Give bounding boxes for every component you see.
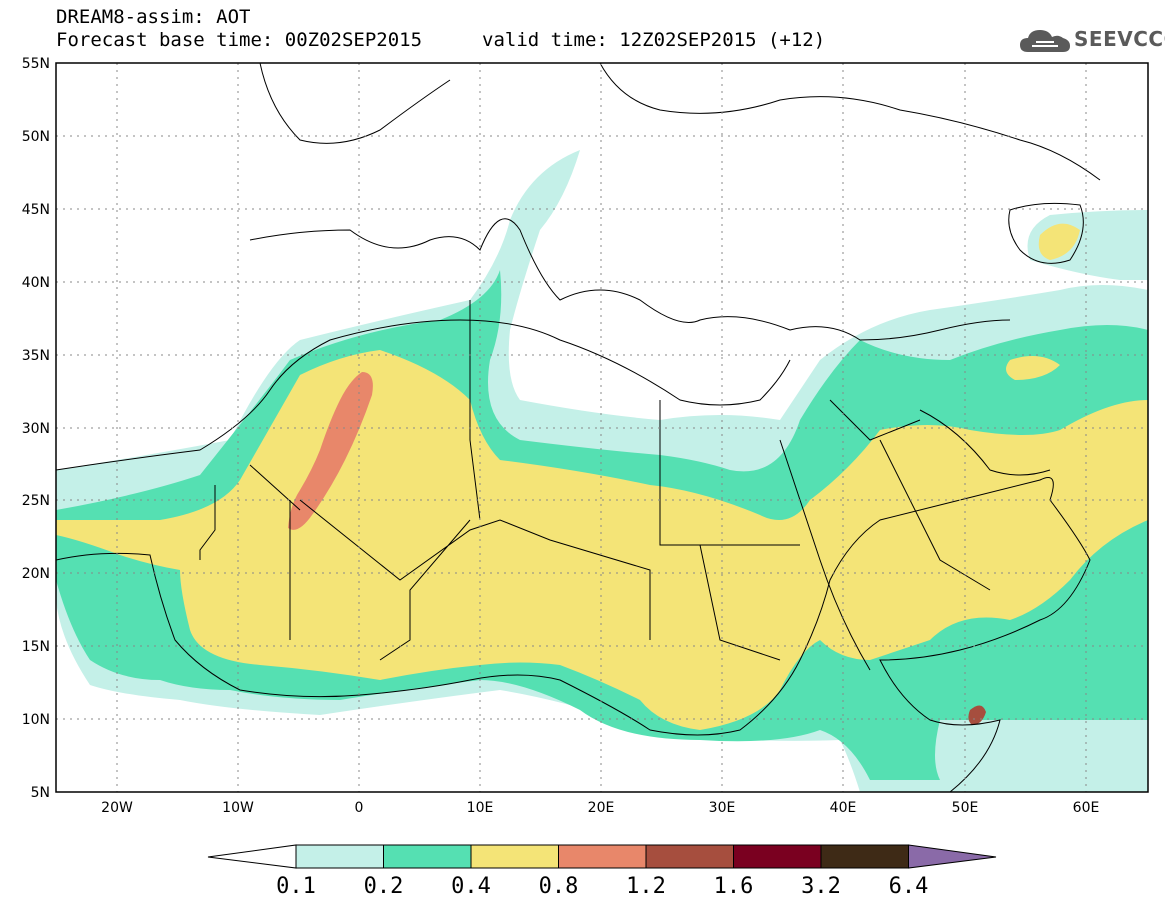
seevccc-logo: SEEVCCC (1018, 24, 1165, 56)
coastline-caspian (1008, 202, 1084, 264)
lat-label: 20N (22, 566, 50, 582)
coastline-africa-arabia (56, 477, 1091, 792)
colorbar-label: 3.2 (801, 874, 841, 899)
lon-label: 60E (1073, 800, 1100, 816)
coastline-red-sea (779, 439, 871, 671)
colorbar-label: 1.6 (714, 874, 754, 899)
coastline-north-africa (56, 319, 791, 471)
lon-label: 30E (709, 800, 736, 816)
lat-label: 10N (22, 712, 50, 728)
colorbar-segment (470, 844, 559, 869)
country-borders (199, 300, 991, 661)
lat-label: 15N (22, 639, 50, 655)
colorbar-label: 0.1 (276, 874, 316, 899)
lat-label: 5N (31, 785, 50, 801)
colorbar-low-arrow (207, 844, 297, 869)
colorbar-high-arrow (908, 844, 997, 869)
lon-label: 10E (467, 800, 494, 816)
coastline-europe-north (259, 63, 1101, 181)
colorbar-segment (645, 844, 734, 869)
colorbar-segment (383, 844, 472, 869)
aot-band-1.2 (968, 705, 986, 725)
lat-label: 25N (22, 493, 50, 509)
longitude-labels: 20W 10W 0 10E 20E 30E 40E 50E 60E (101, 800, 1099, 816)
lon-label: 40E (830, 800, 857, 816)
aot-band-0.4-north (1006, 223, 1080, 380)
map-title: DREAM8-assim: AOT (56, 6, 251, 28)
colorbar-label: 0.4 (451, 874, 491, 899)
aot-band-0.8 (288, 372, 373, 530)
latitude-labels: 55N 50N 45N 40N 35N 30N 25N 20N 15N 10N … (22, 56, 50, 801)
lat-label: 55N (22, 56, 50, 72)
lat-label: 50N (22, 129, 50, 145)
colorbar-segment (733, 844, 822, 869)
coastline-persian-gulf (919, 409, 1051, 476)
title-block: DREAM8-assim: AOT Forecast base time: 00… (56, 6, 422, 52)
lat-label: 40N (22, 275, 50, 291)
lon-label: 20E (588, 800, 615, 816)
lat-label: 45N (22, 202, 50, 218)
coastlines (56, 63, 1101, 792)
lon-label: 20W (101, 800, 133, 816)
valid-time: valid time: 12Z02SEP2015 (+12) (482, 29, 826, 51)
lon-label: 50E (952, 800, 979, 816)
cloud-icon (1020, 30, 1070, 52)
colorbar: 0.1 0.2 0.4 0.8 1.2 1.6 3.2 6.4 (207, 844, 997, 899)
colorbar-segment (295, 844, 384, 869)
colorbar-segment (820, 844, 909, 869)
lon-label: 0 (355, 800, 364, 816)
graticule (56, 63, 1148, 792)
logo-text: SEEVCCC (1074, 27, 1165, 51)
map-frame (55, 62, 1149, 793)
colorbar-label: 1.2 (626, 874, 666, 899)
coastline-europe-south (249, 218, 1011, 341)
lat-label: 35N (22, 348, 50, 364)
lon-label: 10W (222, 800, 254, 816)
lat-label: 30N (22, 421, 50, 437)
colorbar-segment (558, 844, 647, 869)
colorbar-label: 0.8 (539, 874, 579, 899)
colorbar-label: 0.2 (364, 874, 404, 899)
colorbar-label: 6.4 (889, 874, 929, 899)
forecast-base-time: Forecast base time: 00Z02SEP2015 (56, 29, 423, 51)
aot-contours (56, 150, 1148, 792)
